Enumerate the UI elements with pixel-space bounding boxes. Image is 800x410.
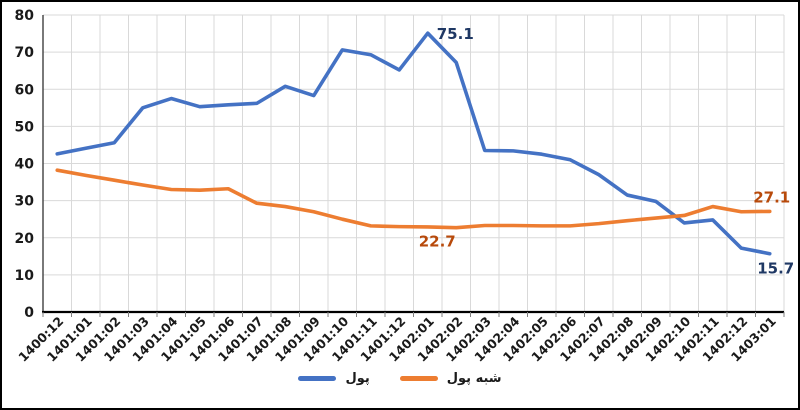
line-chart: 010203040506070801400:121401:011401:0214… xyxy=(15,8,795,365)
data-label: 22.7 xyxy=(419,233,456,251)
data-label: 27.1 xyxy=(753,188,790,206)
y-axis-label: 10 xyxy=(15,268,35,284)
legend-label-money: پول xyxy=(345,371,370,386)
legend-swatch-quasi-money xyxy=(399,376,438,381)
legend-label-quasi-money: شبه پول xyxy=(446,371,502,386)
y-axis-label: 30 xyxy=(15,194,35,210)
legend-swatch-money xyxy=(298,376,337,381)
y-axis-label: 0 xyxy=(24,305,34,321)
quasi-money-line xyxy=(55,168,772,230)
y-axis-label: 50 xyxy=(15,119,35,135)
chart-legend: پول شبه پول xyxy=(2,372,798,385)
y-axis-label: 40 xyxy=(15,157,35,173)
y-axis-label: 20 xyxy=(15,231,35,247)
money-line xyxy=(55,31,772,256)
y-axis-label: 60 xyxy=(15,82,35,98)
data-label: 15.7 xyxy=(757,260,794,278)
y-axis-label: 70 xyxy=(15,45,35,61)
data-label: 75.1 xyxy=(437,25,474,43)
legend-item-quasi-money: شبه پول xyxy=(399,371,502,386)
y-axis-label: 80 xyxy=(15,8,35,24)
legend-item-money: پول xyxy=(298,371,370,386)
